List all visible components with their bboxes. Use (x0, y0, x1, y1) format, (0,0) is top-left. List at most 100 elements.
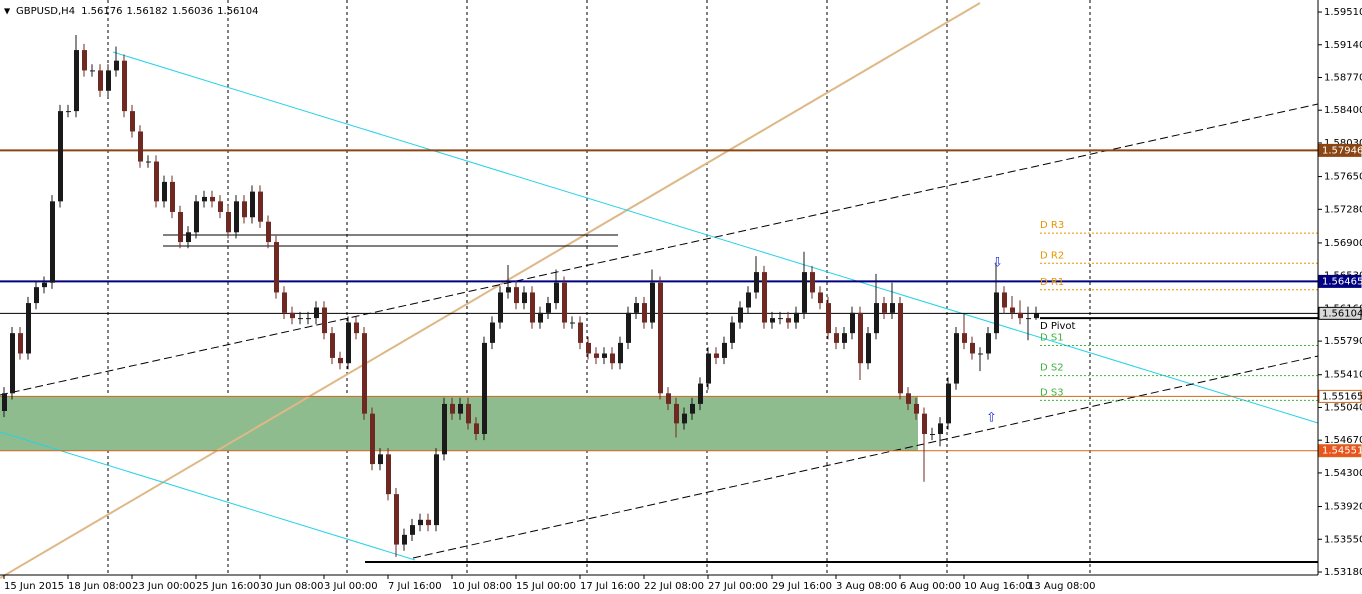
arrow-down-icon: ⇩ (992, 256, 1003, 271)
candle-body (578, 322, 583, 343)
candle-body (106, 70, 111, 91)
price-level-tag (1318, 389, 1362, 403)
candle-body (594, 353, 599, 358)
price-level-label: 1.57946 (1322, 145, 1362, 156)
x-tick-label: 13 Aug 08:00 (1028, 581, 1095, 592)
pivot-label: D R1 (1040, 277, 1064, 288)
candle-body (714, 353, 719, 358)
price-level-label: 1.54551 (1322, 446, 1362, 457)
candle-body (698, 383, 703, 404)
trendline (412, 355, 1319, 559)
candle-body (154, 161, 159, 202)
arrow-up-icon: ⇧ (986, 411, 997, 426)
y-tick-label: 1.58400 (1324, 105, 1362, 116)
candle-body (138, 131, 143, 162)
candle-body (34, 287, 39, 304)
pivot-label: D Pivot (1040, 321, 1076, 332)
candle-body (242, 201, 247, 218)
x-tick-label: 7 Jul 16:00 (388, 581, 442, 592)
candles (2, 35, 1039, 557)
x-tick-label: 6 Aug 00:00 (900, 581, 961, 592)
y-tick-label: 1.56900 (1324, 238, 1362, 249)
pivot-label: D S1 (1040, 333, 1064, 344)
x-tick-label: 30 Jun 08:00 (260, 581, 324, 592)
header-open: 1.56176 (81, 6, 122, 17)
candle-body (666, 393, 671, 404)
candle-body (530, 292, 535, 323)
candle-body (842, 333, 847, 343)
candle-body (226, 211, 231, 233)
candle-body (674, 403, 679, 424)
price-level-tag (1318, 444, 1362, 458)
candle-body (282, 292, 287, 313)
header-close: 1.56104 (217, 6, 258, 17)
x-tick-label: 3 Aug 08:00 (836, 581, 897, 592)
candle-body (258, 191, 263, 222)
candle-body (642, 303, 647, 323)
candle-body (450, 403, 455, 414)
candle-body (834, 333, 839, 343)
candle-body (234, 201, 239, 233)
candle-body (962, 333, 967, 343)
candle-body (146, 161, 151, 163)
candle-body (602, 353, 607, 358)
candle-body (818, 292, 823, 304)
candle-body (194, 201, 199, 233)
candle-body (914, 403, 919, 414)
candle-body (338, 357, 343, 364)
candle-body (722, 342, 727, 358)
x-tick-label: 10 Jul 08:00 (452, 581, 512, 592)
candle-body (186, 232, 191, 243)
candle-body (498, 292, 503, 323)
candle-body (890, 303, 895, 313)
candle-body (738, 307, 743, 323)
candle-body (386, 454, 391, 495)
candle-body (570, 322, 575, 324)
candle-body (730, 322, 735, 343)
candle-body (770, 318, 775, 323)
candle-body (994, 292, 999, 334)
y-tick-label: 1.58770 (1324, 72, 1362, 83)
candle-body (626, 312, 631, 343)
candle-body (786, 318, 791, 323)
time-axis: 15 Jun 2015 18 Jun 08:00 23 Jun 00:00 25 Ju… (3, 575, 1095, 592)
candle-body (330, 333, 335, 358)
price-level-tag (1318, 306, 1362, 320)
candle-body (778, 318, 783, 320)
candle-body (434, 454, 439, 526)
candle-body (746, 292, 751, 308)
pivot-label: D S3 (1040, 387, 1064, 398)
candle-body (930, 433, 935, 435)
y-tick-label: 1.53180 (1324, 567, 1362, 578)
candle-body (970, 342, 975, 354)
candle-body (266, 221, 271, 243)
candle-body (682, 413, 687, 424)
candle-body (1026, 318, 1031, 320)
y-tick-label: 1.55040 (1324, 402, 1362, 413)
y-tick-label: 1.58030 (1324, 138, 1362, 149)
candle-body (850, 312, 855, 334)
candle-body (10, 333, 15, 394)
candle-body (610, 353, 615, 364)
candle-body (754, 272, 759, 293)
y-tick-label: 1.53550 (1324, 534, 1362, 545)
candle-body (1002, 292, 1007, 308)
candle-body (426, 519, 431, 526)
candle-body (1018, 312, 1023, 319)
candle-body (954, 333, 959, 384)
candle-body (274, 242, 279, 293)
candle-body (922, 413, 927, 434)
trendline (0, 103, 1319, 396)
candle-body (802, 272, 807, 313)
candle-body (874, 303, 879, 334)
y-tick-label: 1.57650 (1324, 172, 1362, 183)
candle-body (322, 307, 327, 334)
candle-body (562, 282, 567, 323)
candle-body (58, 111, 63, 202)
candle-body (130, 111, 135, 132)
candle-body (906, 393, 911, 404)
candle-body (122, 60, 127, 112)
x-tick-label: 25 Jun 16:00 (196, 581, 260, 592)
candle-body (362, 333, 367, 414)
candle-body (50, 201, 55, 283)
